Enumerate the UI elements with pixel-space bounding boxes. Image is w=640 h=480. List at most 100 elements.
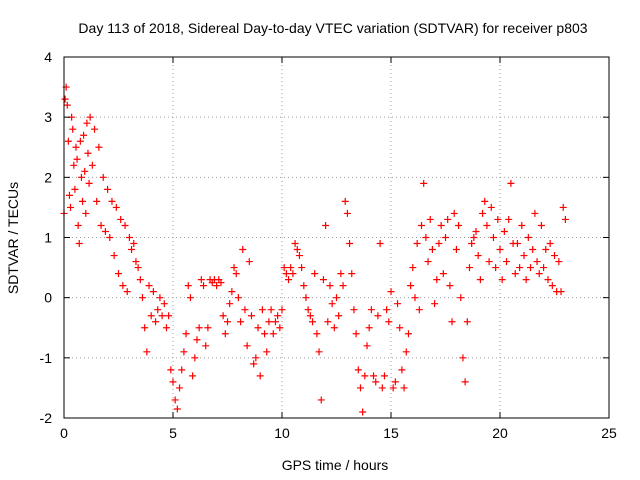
data-point bbox=[77, 173, 85, 181]
data-point bbox=[535, 270, 543, 278]
data-point bbox=[226, 300, 234, 308]
data-point bbox=[494, 215, 502, 223]
x-tick-label: 25 bbox=[601, 425, 617, 441]
y-tick-label: 3 bbox=[44, 109, 52, 125]
data-point bbox=[426, 215, 434, 223]
data-point bbox=[169, 378, 177, 386]
data-point bbox=[548, 282, 556, 290]
data-point bbox=[343, 209, 351, 217]
data-point bbox=[363, 342, 371, 350]
data-point bbox=[463, 318, 471, 326]
data-point bbox=[555, 258, 563, 266]
data-point bbox=[424, 258, 432, 266]
y-tick-label: -1 bbox=[40, 350, 53, 366]
data-point bbox=[74, 221, 82, 229]
data-point bbox=[505, 215, 513, 223]
data-point bbox=[204, 324, 212, 332]
data-point bbox=[274, 312, 282, 320]
data-point bbox=[315, 348, 323, 356]
data-point bbox=[531, 209, 539, 217]
data-point bbox=[136, 276, 144, 284]
data-point bbox=[518, 221, 526, 229]
data-point bbox=[542, 246, 550, 254]
data-point bbox=[378, 384, 386, 392]
data-point bbox=[73, 155, 81, 163]
data-point bbox=[197, 276, 205, 284]
data-point bbox=[394, 300, 402, 308]
data-point bbox=[152, 318, 160, 326]
data-point bbox=[407, 282, 415, 290]
data-point bbox=[474, 252, 482, 260]
data-point bbox=[374, 312, 382, 320]
data-point bbox=[239, 246, 247, 254]
data-point bbox=[282, 270, 290, 278]
data-point bbox=[76, 137, 84, 145]
data-point bbox=[158, 312, 166, 320]
data-points bbox=[60, 83, 569, 416]
data-point bbox=[533, 258, 541, 266]
data-point bbox=[108, 197, 116, 205]
data-point bbox=[171, 396, 179, 404]
data-point bbox=[217, 279, 225, 287]
data-point bbox=[178, 366, 186, 374]
data-point bbox=[461, 378, 469, 386]
data-point bbox=[81, 167, 89, 175]
data-point bbox=[241, 306, 249, 314]
data-point bbox=[269, 330, 277, 338]
data-point bbox=[428, 246, 436, 254]
data-point bbox=[245, 258, 253, 266]
data-point bbox=[141, 324, 149, 332]
data-point bbox=[452, 246, 460, 254]
data-point bbox=[411, 294, 419, 302]
data-point bbox=[237, 318, 245, 326]
data-point bbox=[339, 282, 347, 290]
data-point bbox=[186, 294, 194, 302]
data-point bbox=[485, 258, 493, 266]
data-point bbox=[346, 240, 354, 248]
data-point bbox=[442, 234, 449, 241]
data-point bbox=[143, 348, 151, 356]
data-point bbox=[387, 288, 395, 296]
data-point bbox=[285, 276, 293, 284]
data-point bbox=[123, 288, 131, 296]
data-point bbox=[180, 348, 188, 356]
data-point bbox=[376, 240, 384, 248]
data-point bbox=[468, 240, 476, 248]
data-point bbox=[559, 203, 567, 211]
x-tick-label: 10 bbox=[274, 425, 290, 441]
data-point bbox=[256, 372, 264, 380]
data-point bbox=[224, 318, 231, 326]
data-point bbox=[409, 264, 417, 272]
data-point bbox=[367, 306, 375, 314]
data-point bbox=[418, 221, 426, 229]
data-point bbox=[433, 276, 441, 284]
data-point bbox=[221, 330, 229, 338]
data-point bbox=[176, 384, 184, 392]
data-point bbox=[298, 264, 306, 272]
data-point bbox=[350, 306, 358, 314]
data-point bbox=[234, 294, 242, 302]
data-point bbox=[483, 221, 491, 229]
x-axis-label: GPS time / hours bbox=[282, 457, 389, 473]
data-point bbox=[121, 221, 129, 229]
data-point bbox=[154, 306, 162, 314]
data-point bbox=[91, 125, 99, 133]
data-point bbox=[128, 246, 136, 254]
data-point bbox=[511, 270, 519, 278]
x-tick-label: 15 bbox=[383, 425, 399, 441]
data-point bbox=[287, 264, 295, 272]
data-point bbox=[202, 342, 210, 350]
data-point bbox=[232, 270, 240, 278]
data-point bbox=[330, 324, 338, 332]
data-point bbox=[557, 288, 565, 296]
data-point bbox=[492, 264, 500, 272]
data-point bbox=[228, 288, 236, 296]
data-point bbox=[147, 312, 155, 320]
data-point bbox=[295, 252, 303, 260]
data-point bbox=[322, 221, 330, 229]
data-point bbox=[82, 209, 90, 217]
data-point bbox=[383, 306, 391, 314]
data-point bbox=[527, 264, 535, 272]
data-point bbox=[439, 270, 447, 278]
data-point bbox=[489, 234, 497, 241]
